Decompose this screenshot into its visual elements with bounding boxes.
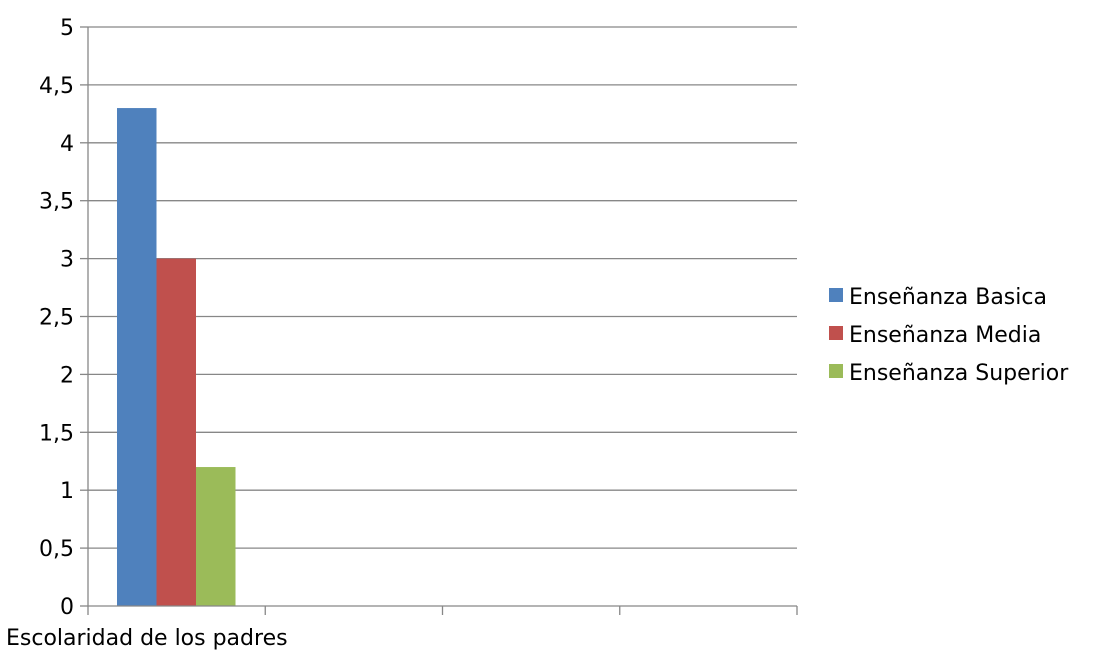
x-category-label: Escolaridad de los padres: [6, 626, 288, 651]
y-tick-label: 4: [60, 132, 74, 157]
y-axis-ticks: 0 0,5 1 1,5 2 2,5 3 3,5 4 4,5 5: [39, 16, 88, 620]
y-tick-label: 2,5: [39, 306, 74, 331]
y-tick-label: 0,5: [39, 537, 74, 562]
bar: [196, 467, 236, 606]
legend-label: Enseñanza Basica: [849, 285, 1047, 310]
y-tick-label: 4,5: [39, 74, 74, 99]
legend-label: Enseñanza Superior: [849, 361, 1069, 386]
bars: [117, 108, 236, 606]
legend-label: Enseñanza Media: [849, 323, 1041, 348]
legend-swatch: [829, 288, 843, 302]
legend-swatch: [829, 326, 843, 340]
y-tick-label: 1: [60, 479, 74, 504]
bar: [156, 258, 196, 606]
y-tick-label: 0: [60, 595, 74, 620]
y-tick-label: 2: [60, 363, 74, 388]
y-tick-label: 3,5: [39, 190, 74, 215]
x-axis-labels: Escolaridad de los padres: [6, 626, 288, 651]
y-tick-label: 1,5: [39, 421, 74, 446]
legend-swatch: [829, 364, 843, 378]
legend: Enseñanza Basica Enseñanza Media Enseñanza…: [829, 285, 1069, 386]
y-tick-label: 5: [60, 16, 74, 41]
bar: [117, 108, 157, 606]
y-tick-label: 3: [60, 248, 74, 273]
